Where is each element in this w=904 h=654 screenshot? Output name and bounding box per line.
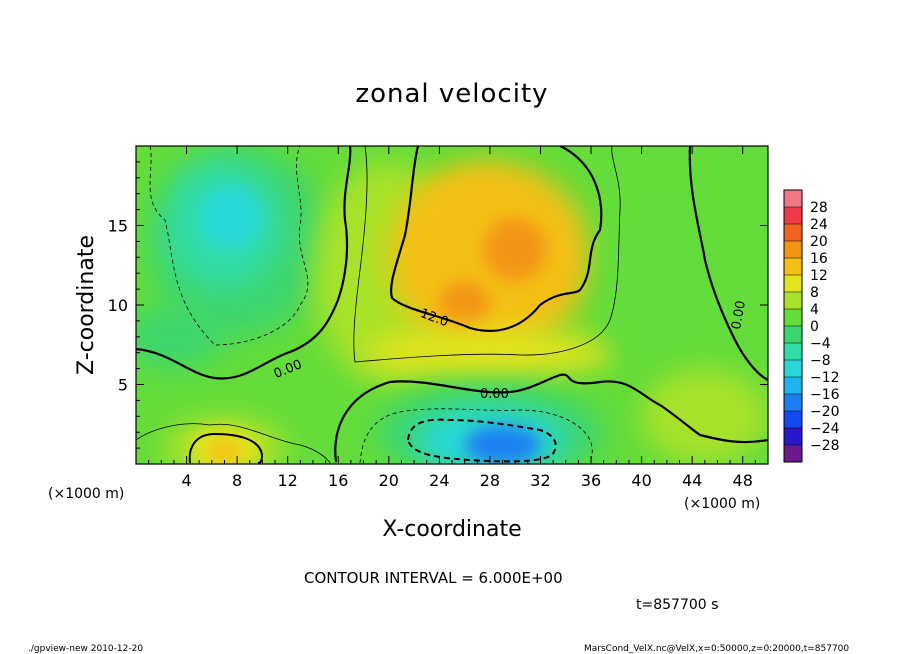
field-blob-8 (439, 281, 490, 329)
field-blob-16 (208, 440, 241, 463)
colorbar-label: −4 (810, 336, 831, 352)
x-tick-label: 32 (530, 471, 550, 490)
x-tick-label: 4 (181, 471, 191, 490)
contour-zero-bottom (334, 373, 768, 463)
colorbar-segment (784, 207, 802, 224)
y-tick-label: 15 (108, 217, 128, 236)
footer-left: ./gpview-new 2010-12-20 (28, 644, 143, 654)
x-tick-label: 20 (379, 471, 399, 490)
x-tick-label: 8 (232, 471, 242, 490)
x-tick-label: 16 (328, 471, 348, 490)
colorbar-label: −20 (810, 404, 840, 420)
x-unit-right: (×1000 m) (684, 496, 760, 512)
colorbar-label: 24 (810, 217, 828, 233)
colorbar-segment (784, 258, 802, 275)
x-axis-label: X-coordinate (382, 517, 521, 542)
contour-twelve (390, 146, 603, 332)
contour-thin-a (149, 146, 309, 346)
field-blob-7 (483, 217, 547, 282)
contour-thin-c (353, 146, 621, 363)
colorbar-segment (784, 360, 802, 377)
x-tick-label: 44 (682, 471, 702, 490)
colorbar-label: 8 (810, 285, 819, 301)
colorbar-segment (784, 377, 802, 394)
field-blob-17 (641, 368, 768, 464)
contour-label-zero-right: 0.00 (729, 300, 749, 331)
colorbar-segment (784, 343, 802, 360)
field-blob-9 (363, 328, 617, 377)
contour-negative-bottom (406, 418, 557, 463)
x-axis-ticks: 4 8 12 16 20 24 28 32 36 40 44 48 (148, 146, 756, 490)
x-tick-label: 36 (581, 471, 601, 490)
colorbar-segment (784, 309, 802, 326)
colorbar-label: 12 (810, 268, 828, 284)
contour-zero-right (688, 146, 768, 381)
contour-thin-d (359, 408, 593, 464)
heatmap-field (136, 146, 768, 464)
x-tick-label: 24 (429, 471, 449, 490)
field-blob-2 (199, 185, 263, 250)
colorbar-segment (784, 326, 802, 343)
colorbar-label: −8 (810, 353, 831, 369)
contour-positive-bottomleft (188, 432, 264, 464)
colorbar-segment (784, 241, 802, 258)
colorbar-label: 28 (810, 200, 828, 216)
colorbar-segment (784, 411, 802, 428)
field-blob-3 (136, 305, 225, 369)
colorbar-label: 0 (810, 319, 819, 335)
colorbar-segment (784, 292, 802, 309)
colorbar-segment (784, 445, 802, 462)
colorbar-segment (784, 275, 802, 292)
x-tick-label: 48 (733, 471, 753, 490)
y-axis-label: Z-coordinate (74, 235, 99, 375)
contour-zero-left (136, 146, 352, 380)
colorbar-label: 20 (810, 234, 828, 250)
x-tick-label: 28 (480, 471, 500, 490)
colorbar-label: 4 (810, 302, 819, 318)
field-blob-13 (464, 425, 541, 464)
colorbar-label: −24 (810, 421, 840, 437)
y-axis-ticks: 5 10 15 (108, 161, 768, 449)
contour-interval-text: CONTOUR INTERVAL = 6.000E+00 (304, 569, 563, 587)
x-tick-label: 40 (631, 471, 651, 490)
chart-title: zonal velocity (355, 79, 548, 109)
colorbar-segment (784, 224, 802, 241)
contour-lines (136, 146, 768, 464)
y-tick-label: 10 (108, 296, 128, 315)
contour-label-zero-bottom: 0.00 (480, 387, 509, 402)
contour-thin-b (136, 423, 331, 464)
colorbar-label: −16 (810, 387, 840, 403)
colorbar-label: −12 (810, 370, 840, 386)
colorbar-label: −28 (810, 438, 840, 454)
time-text: t=857700 s (636, 597, 718, 613)
colorbar-segment (784, 428, 802, 445)
y-tick-label: 5 (118, 376, 128, 395)
x-unit-left: (×1000 m) (48, 486, 124, 502)
colorbar-segment (784, 394, 802, 411)
field-blob-10 (603, 161, 731, 385)
footer-right: MarsCond_VelX.nc@VelX,x=0:50000,z=0:2000… (584, 644, 849, 654)
colorbar-segment (784, 190, 802, 207)
colorbar-label: 16 (810, 251, 828, 267)
x-tick-label: 12 (278, 471, 298, 490)
